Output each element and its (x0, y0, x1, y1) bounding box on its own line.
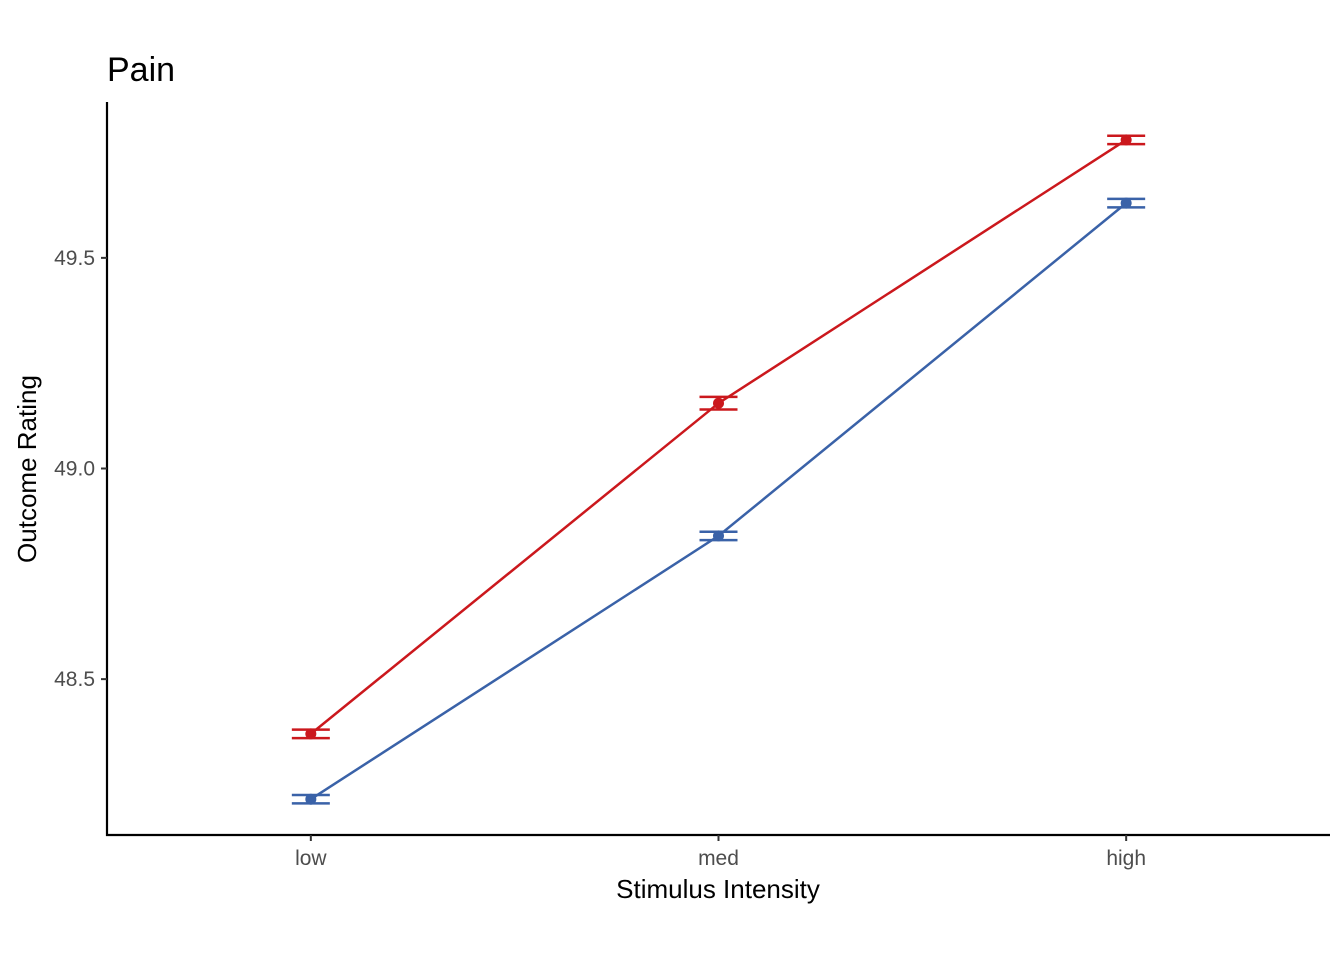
y-tick-label: 49.0 (54, 458, 95, 481)
data-point (713, 397, 724, 409)
data-point (713, 530, 724, 542)
x-tick-label: high (1106, 847, 1146, 870)
data-point (1120, 134, 1132, 146)
chart-title: Pain (107, 51, 175, 89)
series-1 (291, 134, 1146, 740)
y-tick-label: 49.5 (54, 247, 95, 270)
x-tick-label: low (295, 847, 327, 870)
x-axis-title: Stimulus Intensity (616, 874, 820, 904)
y-axis-title: Outcome Rating (12, 375, 42, 563)
data-point (1120, 197, 1132, 209)
y-tick-label: 48.5 (54, 668, 95, 691)
series-2 (291, 197, 1146, 805)
series-line (310, 202, 1127, 801)
series-line (310, 138, 1127, 735)
data-point (305, 728, 317, 740)
data-point (305, 793, 317, 805)
plot-area (291, 134, 1146, 805)
y-axis-ticks: 48.5 49.0 49.5 (54, 247, 107, 691)
x-axis-ticks: low med high (295, 835, 1146, 870)
x-tick-label: med (698, 847, 739, 870)
